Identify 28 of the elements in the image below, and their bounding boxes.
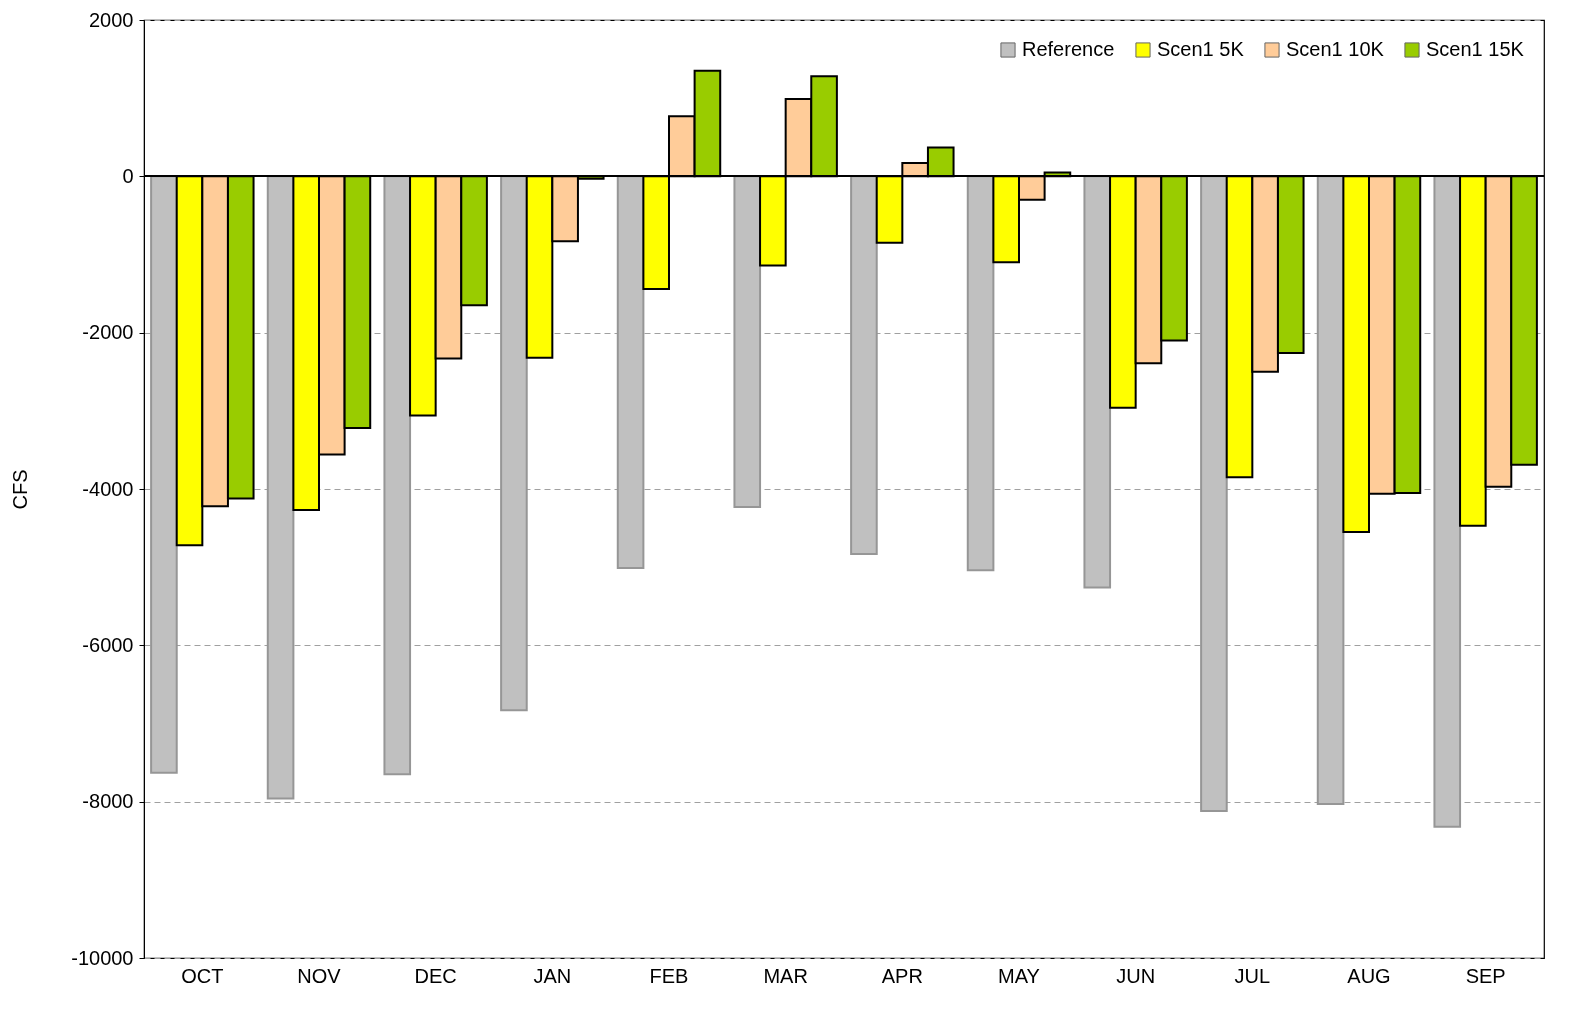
x-tick-label: APR: [881, 964, 923, 987]
legend-label: Scen1 15K: [1426, 38, 1525, 60]
x-tick-label: OCT: [181, 964, 224, 987]
x-tick-label: JUN: [1116, 964, 1156, 987]
legend-label: Reference: [1022, 38, 1115, 60]
bar: [1433, 175, 1462, 828]
y-tick-label: -10000: [71, 946, 134, 969]
y-tick-label: -8000: [82, 790, 134, 813]
x-tick-label: NOV: [297, 964, 342, 987]
y-tick-label: 2000: [89, 8, 134, 31]
x-tick-label: FEB: [649, 964, 689, 987]
x-tick-label: AUG: [1347, 964, 1391, 987]
bar: [733, 175, 762, 508]
bar: [383, 175, 412, 776]
x-tick-label: DEC: [414, 964, 457, 987]
y-tick-label: -2000: [82, 321, 134, 344]
legend-label: Scen1 5K: [1157, 38, 1245, 60]
bar: [1083, 175, 1112, 589]
y-tick-label: 0: [122, 164, 134, 187]
legend-label: Scen1 10K: [1286, 38, 1385, 60]
y-tick-label: -6000: [82, 633, 134, 656]
y-axis-title: CFS: [9, 469, 32, 510]
x-tick-label: MAY: [998, 964, 1040, 987]
x-tick-label: MAR: [763, 964, 808, 987]
y-tick-label: -4000: [82, 477, 134, 500]
x-tick-label: JUL: [1234, 964, 1271, 987]
x-tick-label: SEP: [1465, 964, 1506, 987]
x-tick-label: JAN: [533, 964, 572, 987]
